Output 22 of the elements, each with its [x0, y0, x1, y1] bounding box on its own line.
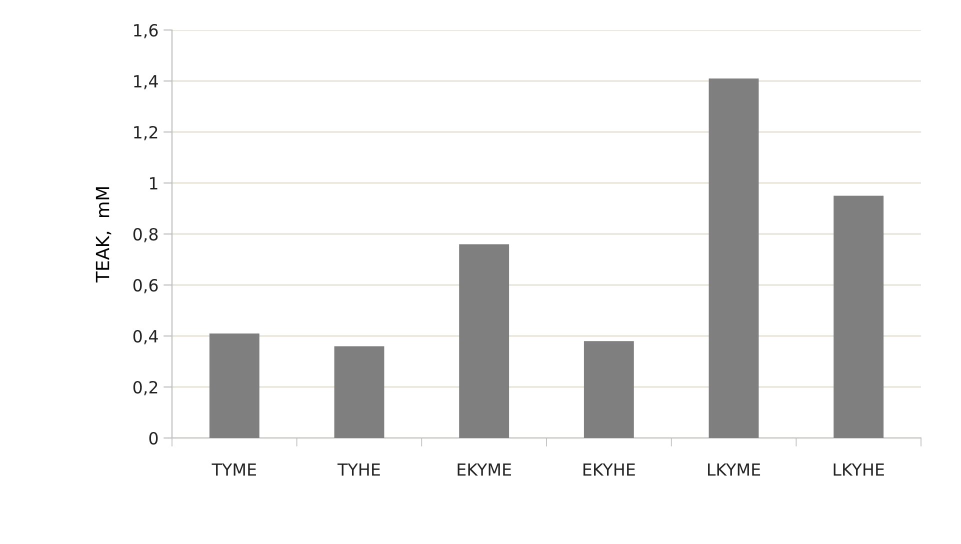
x-tick-label: LKYME [708, 464, 760, 476]
y-axis-title: TEAK, mM [96, 187, 112, 283]
x-tick-label: TYME [212, 464, 256, 476]
y-tick-label: 1,4 [134, 75, 158, 90]
y-tick-label: 0,8 [133, 228, 158, 242]
x-tick-label: LKYHE [834, 464, 884, 476]
bar [209, 333, 260, 438]
bar [459, 244, 510, 438]
y-tick-label: 0,2 [133, 380, 158, 396]
x-tick-label: EKYME [458, 464, 511, 476]
bar [708, 78, 759, 438]
y-tick-label: 1,2 [134, 126, 158, 140]
y-tick-label: 1,6 [134, 24, 158, 38]
y-tick-label: 0 [149, 432, 158, 445]
y-tick-label: 0,6 [133, 278, 158, 294]
y-tick-label: 0,4 [133, 330, 158, 344]
x-tick-label: TYHE [337, 464, 380, 476]
bar [584, 341, 634, 438]
bar [334, 346, 384, 438]
bar [834, 196, 884, 438]
y-tick-label: 1 [150, 177, 158, 190]
x-tick-label: EKYHE [584, 464, 635, 476]
